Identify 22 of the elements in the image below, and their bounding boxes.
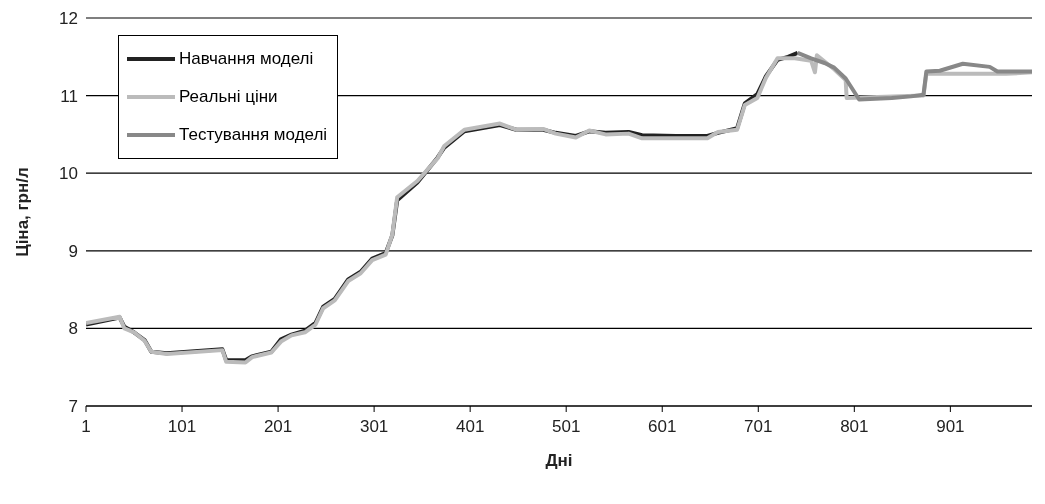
x-tick-label: 901: [936, 417, 965, 437]
x-axis-title: Дні: [545, 451, 573, 470]
y-tick-label: 8: [68, 319, 78, 339]
x-tick-label: 501: [552, 417, 581, 437]
x-tick-label: 1: [81, 417, 91, 437]
x-tick-label: 301: [359, 417, 389, 437]
x-tick-label: 601: [648, 417, 677, 437]
legend-label: Навчання моделі: [179, 49, 314, 69]
legend-label: Тестування моделі: [179, 125, 328, 145]
y-tick-label: 11: [60, 86, 78, 106]
x-tick-label: 101: [167, 417, 197, 437]
y-tick-label: 10: [59, 164, 78, 184]
x-tick-label: 801: [840, 417, 869, 437]
legend-label: Реальні ціни: [179, 87, 278, 107]
y-axis-title: Ціна, грн/л: [13, 167, 33, 257]
x-tick-label: 201: [263, 417, 293, 437]
y-tick-label: 9: [68, 241, 78, 261]
x-tick-label: 401: [455, 417, 485, 437]
line-series: [795, 50, 1032, 102]
x-tick-label: 701: [744, 417, 773, 437]
y-tick-label: 7: [68, 397, 78, 417]
y-tick-label: 12: [59, 9, 78, 29]
